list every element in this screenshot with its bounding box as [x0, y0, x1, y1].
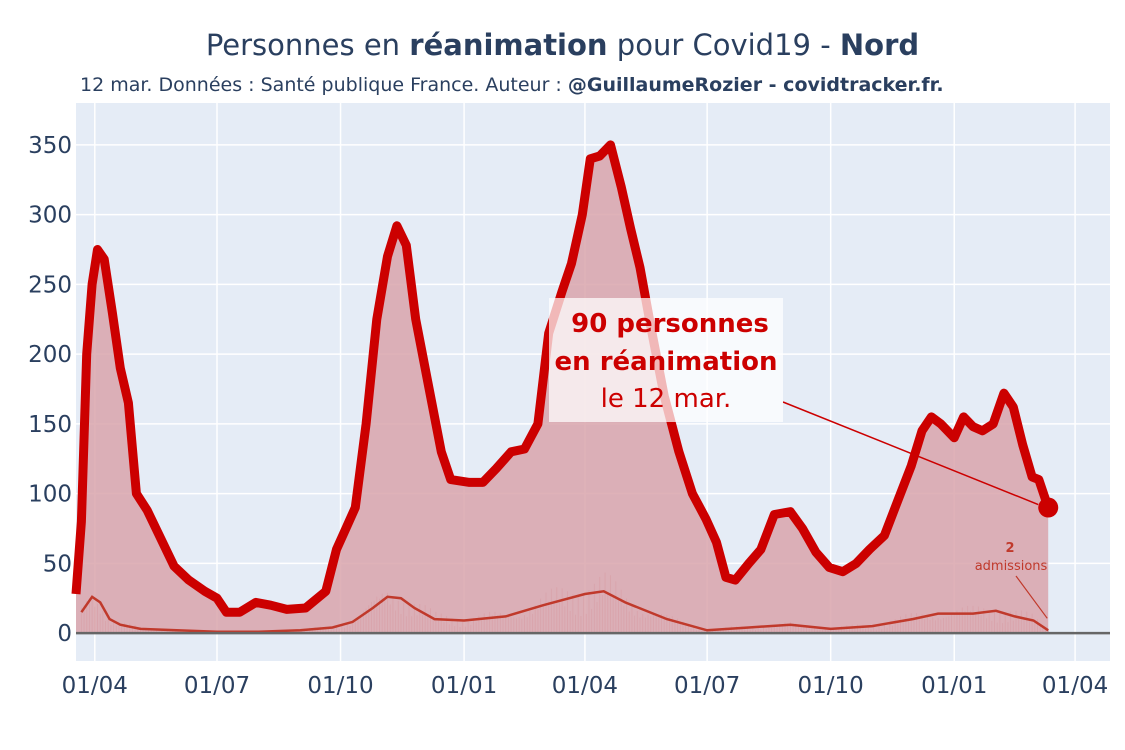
x-tick-label: 01/04	[552, 673, 618, 699]
x-tick-label: 01/01	[921, 673, 987, 699]
y-tick-label: 200	[28, 342, 72, 368]
chart-subtitle: 12 mar. Données : Santé publique France.…	[80, 74, 944, 96]
annotation-line-3: le 12 mar.	[601, 384, 732, 414]
annotation-box: 90 personnes en réanimation le 12 mar.	[549, 298, 783, 422]
annotation-line-1: 90 personnes	[571, 309, 769, 339]
x-tick-label: 01/04	[62, 673, 128, 699]
x-tick-label: 01/01	[431, 673, 497, 699]
title-part-2: réanimation	[409, 28, 608, 62]
reanimation-line	[71, 140, 1053, 617]
y-axis: 0 50 100 150 200 250 300 350	[28, 133, 72, 647]
y-tick-label: 300	[28, 203, 72, 229]
subtitle-author: @GuillaumeRozier - covidtracker.fr.	[567, 74, 944, 96]
y-tick-label: 250	[28, 272, 72, 298]
last-value-marker	[1038, 497, 1059, 518]
chart-title: Personnes en réanimation pour Covid19 - …	[0, 28, 1125, 62]
y-tick-label: 150	[28, 412, 72, 438]
x-tick-label: 01/04	[1042, 673, 1108, 699]
annotation-arrow	[782, 401, 1039, 506]
x-axis: 01/04 01/07 01/10 01/01 01/04 01/07 01/10 01/01…	[62, 673, 1109, 699]
annotation-background	[549, 298, 783, 422]
title-part-1: Personnes en	[205, 28, 410, 62]
admissions-arrow	[1015, 575, 1048, 619]
subtitle-text: 12 mar. Données : Santé publique France.…	[80, 74, 568, 96]
title-part-4: Nord	[839, 28, 920, 62]
title-part-3: pour Covid19 -	[607, 28, 840, 62]
admissions-label: admissions	[975, 559, 1048, 574]
admissions-line	[80, 590, 1049, 633]
y-tick-label: 0	[57, 621, 72, 647]
y-tick-label: 100	[28, 482, 72, 508]
admissions-value: 2	[1005, 541, 1014, 556]
x-tick-label: 01/07	[674, 673, 740, 699]
x-tick-label: 01/10	[798, 673, 864, 699]
y-tick-label: 350	[28, 133, 72, 159]
x-tick-label: 01/10	[307, 673, 373, 699]
y-tick-label: 50	[43, 551, 72, 577]
x-tick-label: 01/07	[184, 673, 250, 699]
annotation-line-2: en réanimation	[555, 347, 778, 377]
